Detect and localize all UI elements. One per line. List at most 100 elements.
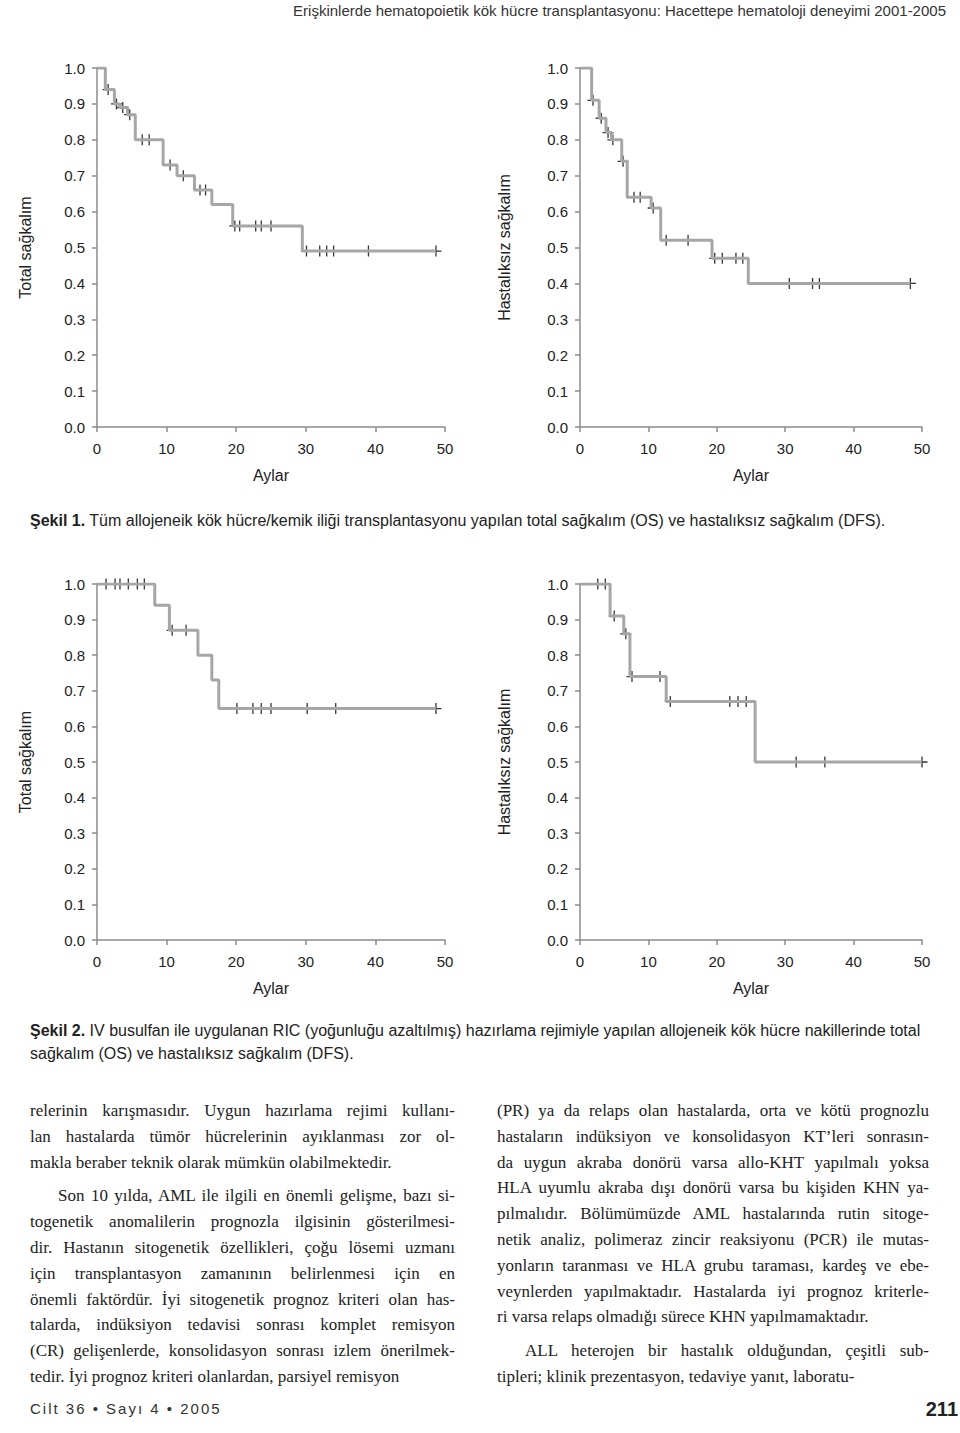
svg-text:Total sağkalım: Total sağkalım bbox=[17, 711, 34, 813]
svg-text:50: 50 bbox=[437, 440, 454, 457]
svg-text:0.3: 0.3 bbox=[64, 311, 85, 328]
svg-text:0.4: 0.4 bbox=[547, 789, 568, 806]
svg-text:Hastalıksız sağkalım: Hastalıksız sağkalım bbox=[496, 689, 513, 836]
svg-text:40: 40 bbox=[845, 440, 862, 457]
svg-text:0.3: 0.3 bbox=[547, 311, 568, 328]
svg-text:0.9: 0.9 bbox=[64, 611, 85, 628]
svg-text:Hastalıksız sağkalım: Hastalıksız sağkalım bbox=[496, 174, 513, 321]
html-text:tipleri; klinik prezentasyon,: tipleri; klinik prezentasyon, tedaviye y… bbox=[497, 1367, 855, 1386]
svg-text:0.0: 0.0 bbox=[64, 932, 85, 949]
svg-text:50: 50 bbox=[914, 953, 931, 970]
svg-text:0.8: 0.8 bbox=[547, 131, 568, 148]
svg-text:0.7: 0.7 bbox=[547, 682, 568, 699]
svg-text:30: 30 bbox=[297, 953, 314, 970]
svg-text:30: 30 bbox=[777, 953, 794, 970]
svg-text:0.8: 0.8 bbox=[64, 131, 85, 148]
html-text:ALL heterojen bir hastalık old: ALL heterojen bir hastalık olduğundan, ç… bbox=[525, 1341, 929, 1361]
svg-text:1.0: 1.0 bbox=[64, 576, 85, 593]
svg-text:10: 10 bbox=[158, 953, 175, 970]
svg-text:0.4: 0.4 bbox=[547, 275, 568, 292]
svg-text:20: 20 bbox=[228, 953, 245, 970]
svg-text:20: 20 bbox=[708, 953, 725, 970]
svg-text:0.8: 0.8 bbox=[64, 647, 85, 664]
html-text:ri varsa relaps olmadığı sürec: ri varsa relaps olmadığı sürece KHN yapı… bbox=[497, 1307, 869, 1327]
html-text:(PR) ya da relaps olan hastala: (PR) ya da relaps olan hastalarda, orta … bbox=[497, 1101, 929, 1120]
svg-text:Total sağkalım: Total sağkalım bbox=[17, 196, 34, 298]
svg-text:0.4: 0.4 bbox=[64, 275, 85, 292]
html-text:yonların taranması ve HLA grub: yonların taranması ve HLA grubu taraması… bbox=[497, 1255, 929, 1275]
svg-text:0: 0 bbox=[93, 953, 101, 970]
html-text:Son 10 yılda, AML ile ilgili e: Son 10 yılda, AML ile ilgili en önemli g… bbox=[58, 1186, 455, 1206]
html-text:netik analiz, polimeraz zincir: netik analiz, polimeraz zincir reaksiyon… bbox=[497, 1230, 929, 1249]
svg-text:10: 10 bbox=[158, 440, 175, 457]
html-text:tedir. İyi prognoz kriteri ola: tedir. İyi prognoz kriteri olanlardan, p… bbox=[30, 1367, 400, 1386]
svg-text:0.6: 0.6 bbox=[64, 203, 85, 220]
svg-text:Aylar: Aylar bbox=[253, 980, 290, 997]
html-text:Şekil 2. IV busulfan ile uygul: Şekil 2. IV busulfan ile uygulanan RIC (… bbox=[30, 1022, 921, 1062]
svg-text:1.0: 1.0 bbox=[547, 60, 568, 77]
svg-text:0.0: 0.0 bbox=[547, 419, 568, 436]
svg-text:Aylar: Aylar bbox=[733, 980, 770, 997]
svg-text:0.9: 0.9 bbox=[547, 95, 568, 112]
svg-text:20: 20 bbox=[708, 440, 725, 457]
svg-text:0.3: 0.3 bbox=[547, 825, 568, 842]
svg-text:10: 10 bbox=[640, 440, 657, 457]
html-text:211: 211 bbox=[925, 1398, 958, 1420]
svg-text:50: 50 bbox=[914, 440, 931, 457]
svg-text:10: 10 bbox=[640, 953, 657, 970]
svg-text:30: 30 bbox=[777, 440, 794, 457]
html-text:veynlerden yapılmaktadır. Hast: veynlerden yapılmaktadır. Hastalarda iyi… bbox=[497, 1281, 929, 1301]
svg-text:0.5: 0.5 bbox=[64, 754, 85, 771]
svg-text:20: 20 bbox=[228, 440, 245, 457]
svg-text:1.0: 1.0 bbox=[547, 576, 568, 593]
svg-text:0.2: 0.2 bbox=[547, 860, 568, 877]
html-text:makla beraber teknik olarak mü: makla beraber teknik olarak mümkün olabi… bbox=[30, 1152, 392, 1172]
html-text:togenetik anomalilerin prognoz: togenetik anomalilerin prognozla ilgisin… bbox=[30, 1212, 455, 1232]
svg-text:0.2: 0.2 bbox=[64, 347, 85, 364]
html-text:da uygun akraba donörü varsa a: da uygun akraba donörü varsa allo-KHT ya… bbox=[497, 1152, 929, 1172]
svg-text:0.9: 0.9 bbox=[547, 611, 568, 628]
html-text:önemli faktördür. İyi sitogene: önemli faktördür. İyi sitogenetik progno… bbox=[30, 1289, 455, 1309]
svg-text:Aylar: Aylar bbox=[733, 467, 770, 484]
html-text:için transplantasyon zamanının: için transplantasyon zamanının belirlenm… bbox=[30, 1263, 455, 1283]
svg-text:1.0: 1.0 bbox=[64, 60, 85, 77]
svg-text:40: 40 bbox=[367, 440, 384, 457]
html-text:hastaların indüksiyon ve konso: hastaların indüksiyon ve konsolidasyon K… bbox=[497, 1126, 929, 1146]
html-text:(CR) gelişenlerde, konsolidasy: (CR) gelişenlerde, konsolidasyon sonrası… bbox=[30, 1341, 455, 1361]
svg-text:0: 0 bbox=[576, 953, 584, 970]
svg-text:0.6: 0.6 bbox=[64, 718, 85, 735]
svg-text:0.7: 0.7 bbox=[547, 167, 568, 184]
html-text:dir. Hastanın sitogenetik özel: dir. Hastanın sitogenetik özellikleri, ç… bbox=[30, 1238, 455, 1257]
svg-text:0.3: 0.3 bbox=[64, 825, 85, 842]
svg-text:0.0: 0.0 bbox=[64, 419, 85, 436]
svg-text:0.7: 0.7 bbox=[64, 167, 85, 184]
svg-text:40: 40 bbox=[367, 953, 384, 970]
svg-text:0.8: 0.8 bbox=[547, 647, 568, 664]
svg-text:40: 40 bbox=[845, 953, 862, 970]
svg-text:0.7: 0.7 bbox=[64, 682, 85, 699]
svg-text:Aylar: Aylar bbox=[253, 467, 290, 484]
svg-text:0.5: 0.5 bbox=[64, 239, 85, 256]
svg-text:0: 0 bbox=[93, 440, 101, 457]
svg-text:0.4: 0.4 bbox=[64, 789, 85, 806]
html-text:relerinin karışmasıdır. Uygun: relerinin karışmasıdır. Uygun hazırlama … bbox=[30, 1101, 455, 1120]
svg-text:0.2: 0.2 bbox=[64, 860, 85, 877]
svg-text:0.1: 0.1 bbox=[547, 896, 568, 913]
svg-text:0.5: 0.5 bbox=[547, 754, 568, 771]
html-text:lan hastalarda tümör hücreleri: lan hastalarda tümör hücrelerinin ayıkla… bbox=[30, 1126, 455, 1146]
html-text:pılmalıdır. Bölümümüzde AML ha: pılmalıdır. Bölümümüzde AML hastalarında… bbox=[497, 1204, 929, 1224]
svg-text:0.1: 0.1 bbox=[547, 383, 568, 400]
html-text:HLA uyumlu akraba dışı donörü: HLA uyumlu akraba dışı donörü varsa bu k… bbox=[497, 1178, 929, 1198]
html-text:talarda, indüksiyon tedavisi s: talarda, indüksiyon tedavisi sonrası kom… bbox=[30, 1315, 455, 1335]
svg-text:0: 0 bbox=[576, 440, 584, 457]
svg-text:50: 50 bbox=[437, 953, 454, 970]
svg-text:0.1: 0.1 bbox=[64, 896, 85, 913]
svg-text:30: 30 bbox=[297, 440, 314, 457]
svg-text:0.1: 0.1 bbox=[64, 383, 85, 400]
svg-text:0.5: 0.5 bbox=[547, 239, 568, 256]
svg-text:0.6: 0.6 bbox=[547, 203, 568, 220]
svg-text:0.0: 0.0 bbox=[547, 932, 568, 949]
svg-text:0.2: 0.2 bbox=[547, 347, 568, 364]
svg-text:0.6: 0.6 bbox=[547, 718, 568, 735]
svg-text:0.9: 0.9 bbox=[64, 95, 85, 112]
